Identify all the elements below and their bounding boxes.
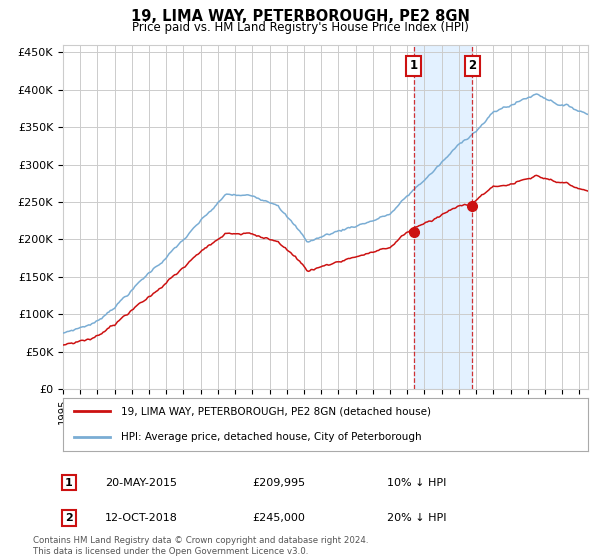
Text: 20-MAY-2015: 20-MAY-2015 <box>105 478 177 488</box>
Text: 19, LIMA WAY, PETERBOROUGH, PE2 8GN (detached house): 19, LIMA WAY, PETERBOROUGH, PE2 8GN (det… <box>121 407 431 417</box>
Text: Price paid vs. HM Land Registry's House Price Index (HPI): Price paid vs. HM Land Registry's House … <box>131 21 469 34</box>
Text: 2: 2 <box>65 513 73 523</box>
Text: 10% ↓ HPI: 10% ↓ HPI <box>387 478 446 488</box>
Text: Contains HM Land Registry data © Crown copyright and database right 2024.
This d: Contains HM Land Registry data © Crown c… <box>33 536 368 556</box>
Text: 12-OCT-2018: 12-OCT-2018 <box>105 513 178 523</box>
Text: 2: 2 <box>468 59 476 72</box>
Text: HPI: Average price, detached house, City of Peterborough: HPI: Average price, detached house, City… <box>121 432 421 442</box>
Text: £245,000: £245,000 <box>252 513 305 523</box>
Bar <box>414 45 472 389</box>
Text: 1: 1 <box>65 478 73 488</box>
Text: 19, LIMA WAY, PETERBOROUGH, PE2 8GN: 19, LIMA WAY, PETERBOROUGH, PE2 8GN <box>131 9 469 24</box>
Text: £209,995: £209,995 <box>252 478 305 488</box>
Text: 1: 1 <box>410 59 418 72</box>
Text: 20% ↓ HPI: 20% ↓ HPI <box>387 513 446 523</box>
